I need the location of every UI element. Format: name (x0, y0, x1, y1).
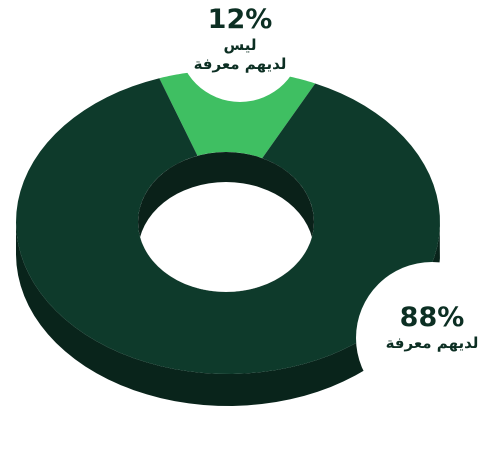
segment-label: 12% ليس لديهم معرفة (150, 4, 330, 74)
category-label: ليس لديهم معرفة (193, 36, 287, 73)
side-wall (16, 215, 440, 406)
segment-side (16, 215, 440, 406)
category-label: لديهم معرفة (385, 334, 479, 352)
label-bubble (178, 0, 302, 102)
value-label: 88% (399, 302, 465, 333)
segment (159, 70, 316, 159)
value-label: 12% (207, 4, 273, 35)
segment (16, 78, 440, 374)
segment-label: 88% لديهم معرفة (352, 302, 504, 353)
label-bubble (356, 262, 504, 414)
top-face (16, 70, 440, 374)
